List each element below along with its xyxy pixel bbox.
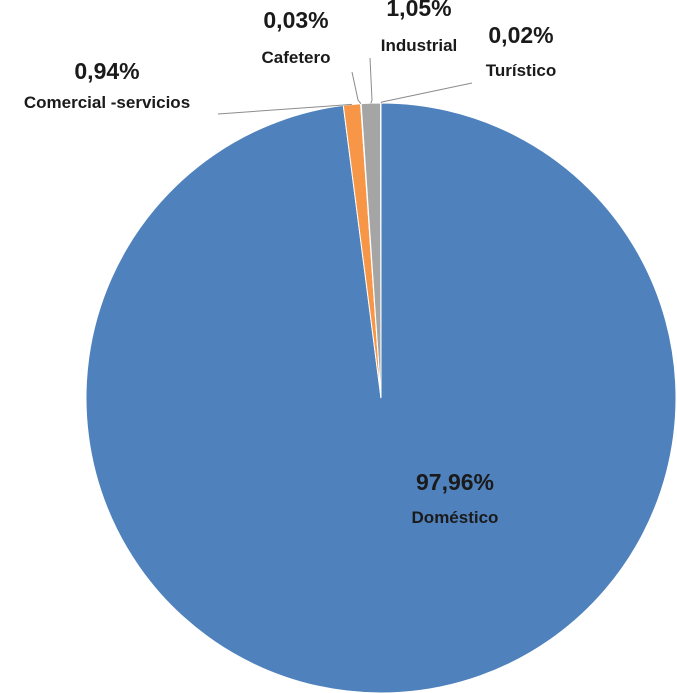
data-label-cafetero-percent: 0,03% [263,7,328,33]
data-label-cafetero-category: Cafetero [262,48,331,67]
pie-slices [86,103,676,693]
data-label-comercial-category: Comercial -servicios [24,93,190,112]
data-label-domestico-percent: 97,96% [416,469,494,495]
leader-line-2 [352,72,361,104]
leader-line-4 [381,83,472,103]
data-label-turistico-category: Turístico [486,61,557,80]
leader-line-3 [370,58,372,103]
data-label-domestico-category: Doméstico [412,508,499,527]
data-label-industrial-percent: 1,05% [386,0,451,21]
data-label-turistico-percent: 0,02% [488,22,553,48]
data-label-comercial-percent: 0,94% [74,58,139,84]
data-label-industrial-category: Industrial [381,36,458,55]
